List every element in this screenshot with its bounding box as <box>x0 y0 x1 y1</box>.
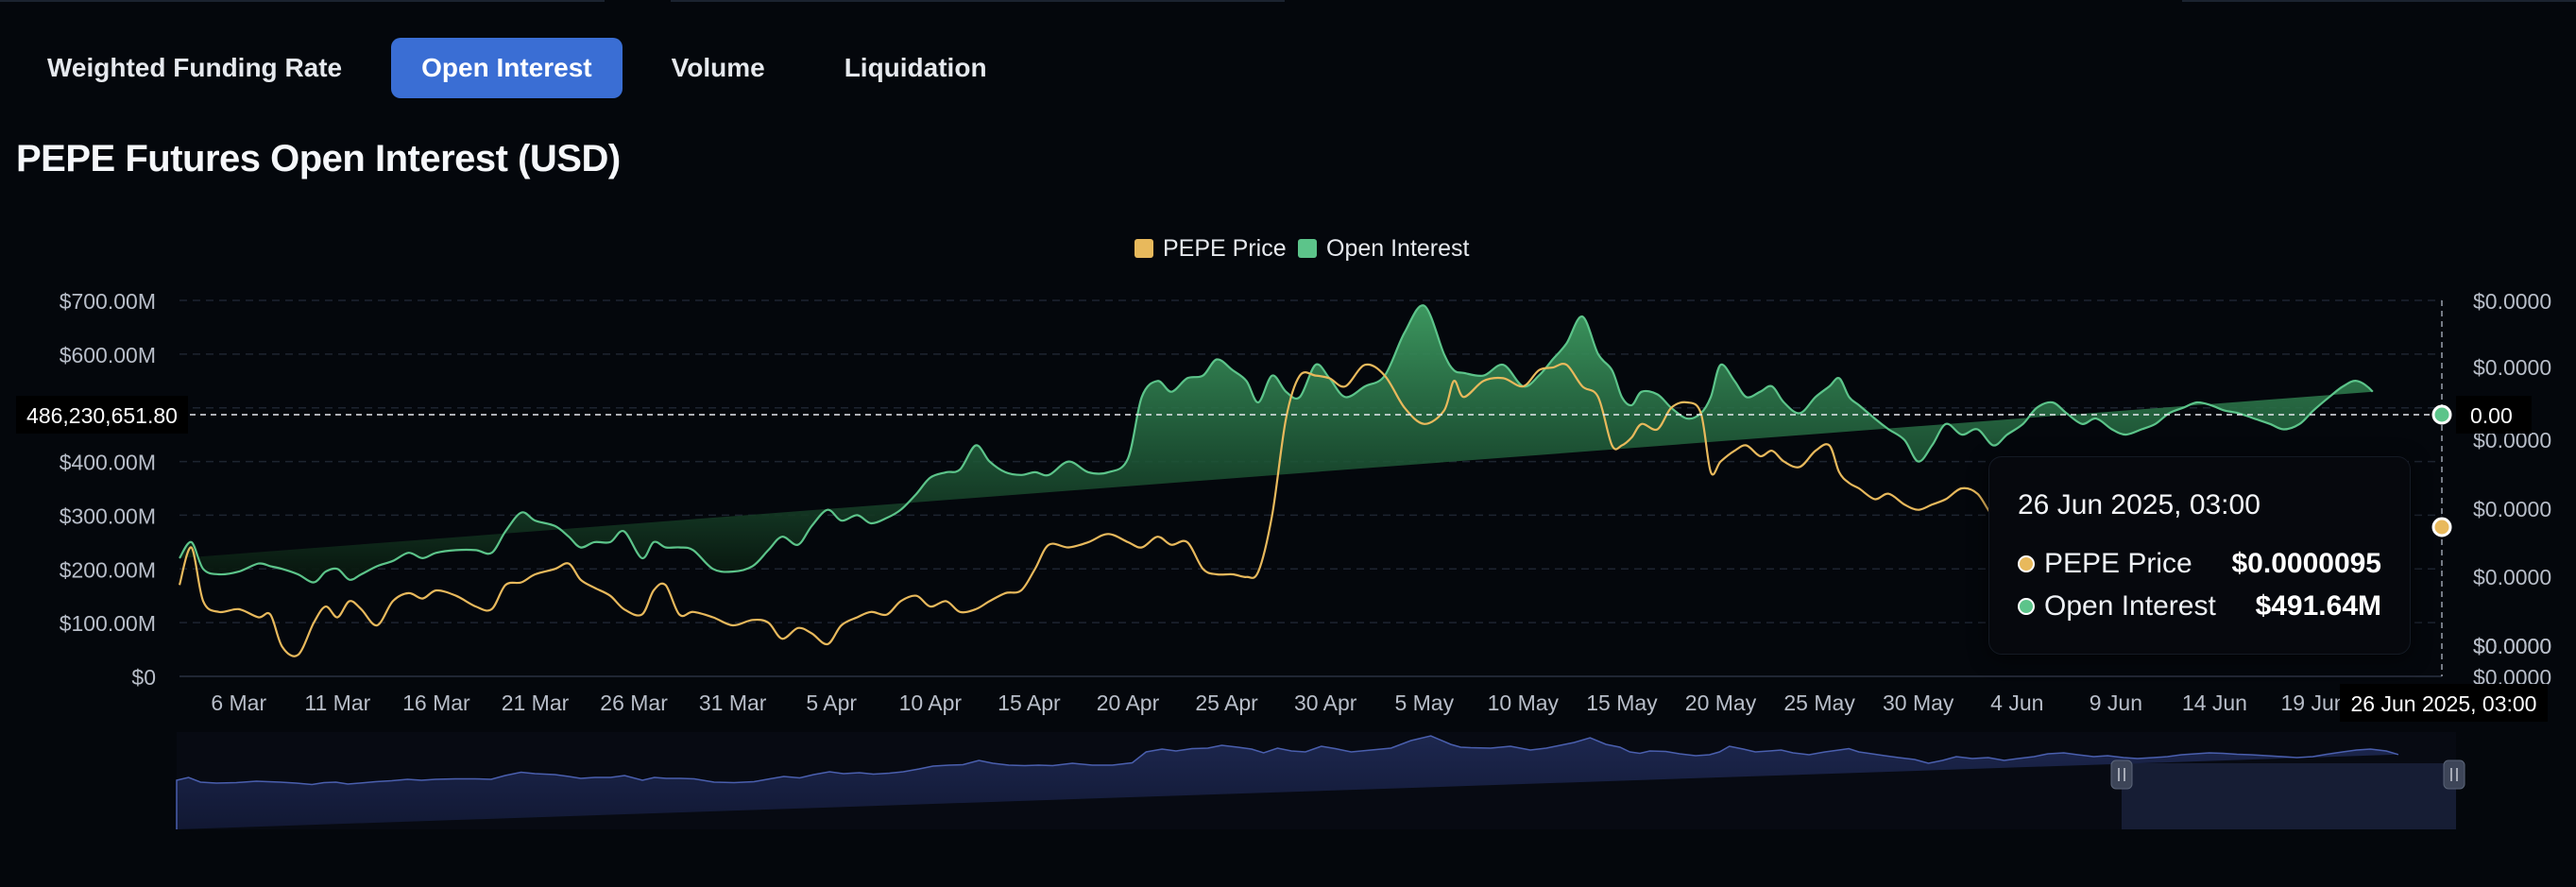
y-right-tick-label: $0.0000 <box>2473 634 2551 658</box>
x-tick-label: 20 Apr <box>1097 691 1160 715</box>
navigator-selection[interactable] <box>2122 763 2456 829</box>
oi-dot-icon <box>2018 598 2035 615</box>
navigator-series <box>176 735 2399 829</box>
x-tick-label: 6 Mar <box>211 691 266 715</box>
tab-weighted-funding-rate[interactable]: Weighted Funding Rate <box>47 53 343 82</box>
navigator-handle[interactable] <box>2110 759 2133 790</box>
tab-open-interest[interactable]: Open Interest <box>391 38 623 98</box>
tooltip-oi-value: $491.64M <box>2255 590 2381 622</box>
y-left-tick-label: $100.00M <box>60 611 156 636</box>
y-right-tick-label: $0.0000 <box>2473 565 2551 589</box>
legend-oi-label[interactable]: Open Interest <box>1326 235 1470 262</box>
y-left-tick-label: $0 <box>131 665 156 690</box>
price-marker <box>2431 517 2452 537</box>
crosshair-right-label: 0.00 <box>2470 403 2513 428</box>
crosshair-x-label-box <box>2340 684 2548 722</box>
tooltip-row-price: PEPE Price $0.0000095 <box>2018 548 2381 580</box>
x-tick-label: 9 Jun <box>2090 691 2142 715</box>
crosshair-x-label: 26 Jun 2025, 03:00 <box>2351 691 2537 716</box>
x-tick-label: 26 Mar <box>600 691 668 715</box>
tooltip-date: 26 Jun 2025, 03:00 <box>2018 489 2260 520</box>
open-interest-area <box>179 305 2373 583</box>
x-tick-label: 21 Mar <box>502 691 570 715</box>
crosshair-y-label-box <box>16 396 188 434</box>
x-tick-label: 10 May <box>1488 691 1560 715</box>
navigator-handle[interactable] <box>2443 759 2465 790</box>
price-dot-icon <box>2018 555 2035 572</box>
chart-title: PEPE Futures Open Interest (USD) <box>16 138 621 179</box>
oi-marker <box>2431 404 2452 425</box>
y-left-tick-label: $700.00M <box>60 289 156 314</box>
x-tick-label: 15 Apr <box>998 691 1061 715</box>
y-left-tick-label: $600.00M <box>60 343 156 367</box>
x-tick-label: 31 Mar <box>699 691 767 715</box>
y-left-tick-label: $300.00M <box>60 503 156 528</box>
tooltip-price-value: $0.0000095 <box>2231 548 2382 579</box>
x-tick-label: 30 Apr <box>1294 691 1357 715</box>
x-tick-label: 30 May <box>1883 691 1954 715</box>
legend-price-swatch[interactable] <box>1134 239 1153 258</box>
tooltip-oi-label: Open Interest <box>2044 590 2216 622</box>
x-tick-label: 5 Apr <box>806 691 857 715</box>
x-tick-label: 16 Mar <box>402 691 470 715</box>
tooltip: 26 Jun 2025, 03:00 PEPE Price $0.0000095… <box>1988 456 2411 655</box>
x-tick-label: 11 Mar <box>304 691 370 715</box>
crosshair-y-label: 486,230,651.80 <box>26 403 178 428</box>
y-right-tick-label: $0.0000 <box>2473 355 2551 380</box>
y-right-tick-label: $0.0000 <box>2473 497 2551 521</box>
y-left-tick-label: $200.00M <box>60 557 156 582</box>
x-tick-label: 5 May <box>1394 691 1454 715</box>
tooltip-price-label: PEPE Price <box>2044 548 2192 579</box>
tab-liquidation[interactable]: Liquidation <box>844 53 987 82</box>
x-tick-label: 19 Jun <box>2281 691 2346 715</box>
x-tick-label: 25 May <box>1783 691 1855 715</box>
x-tick-label: 4 Jun <box>1990 691 2043 715</box>
y-left-tick-label: $400.00M <box>60 451 156 475</box>
open-interest-line <box>179 304 2374 584</box>
y-right-tick-label: $0.0000 <box>2473 289 2551 314</box>
x-tick-label: 14 Jun <box>2182 691 2247 715</box>
crosshair-right-label-box <box>2456 396 2532 434</box>
x-tick-label: 20 May <box>1685 691 1757 715</box>
tooltip-row-oi: Open Interest $491.64M <box>2018 590 2381 623</box>
y-right-tick-label: $0.0000 <box>2473 634 2551 658</box>
tab-volume[interactable]: Volume <box>671 53 765 82</box>
x-tick-label: 25 Apr <box>1195 691 1258 715</box>
x-tick-label: 15 May <box>1586 691 1658 715</box>
x-tick-label: 10 Apr <box>899 691 963 715</box>
legend-oi-swatch[interactable] <box>1298 239 1317 258</box>
legend-price-label[interactable]: PEPE Price <box>1163 235 1287 262</box>
tab-bar: Weighted Funding Rate Open Interest Volu… <box>17 38 1036 98</box>
